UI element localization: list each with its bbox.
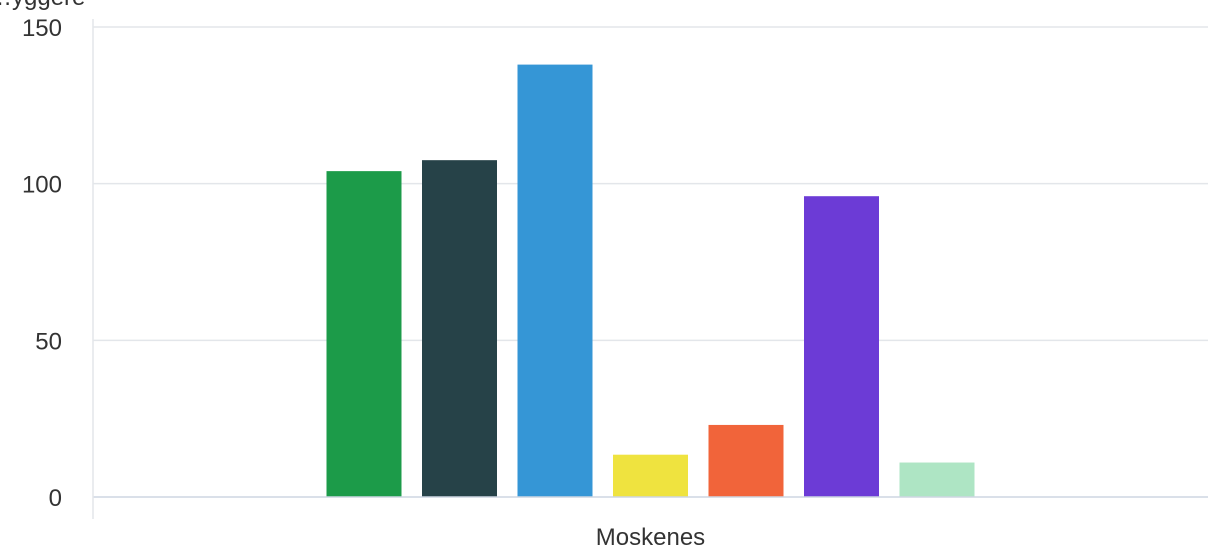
bar-series-1[interactable] [326, 171, 402, 497]
bar-series-2[interactable] [422, 160, 497, 497]
bar-series-3[interactable] [517, 64, 593, 497]
y-tick-label: 150 [22, 15, 62, 42]
grid-lines [93, 26, 1208, 342]
x-category-label: Moskenes [596, 524, 705, 549]
bars [326, 64, 975, 497]
bar-series-7[interactable] [899, 462, 975, 497]
y-axis-label: …yggere [0, 0, 85, 11]
y-axis-ticks: 0 50 100 150 [22, 15, 62, 512]
x-axis-categories: Moskenes [596, 524, 705, 549]
bar-series-6[interactable] [804, 196, 879, 497]
y-tick-label: 100 [22, 172, 62, 199]
y-tick-label: 50 [35, 328, 62, 355]
bar-series-5[interactable] [708, 424, 784, 497]
bar-series-4[interactable] [613, 454, 688, 497]
y-tick-label: 0 [49, 485, 62, 512]
